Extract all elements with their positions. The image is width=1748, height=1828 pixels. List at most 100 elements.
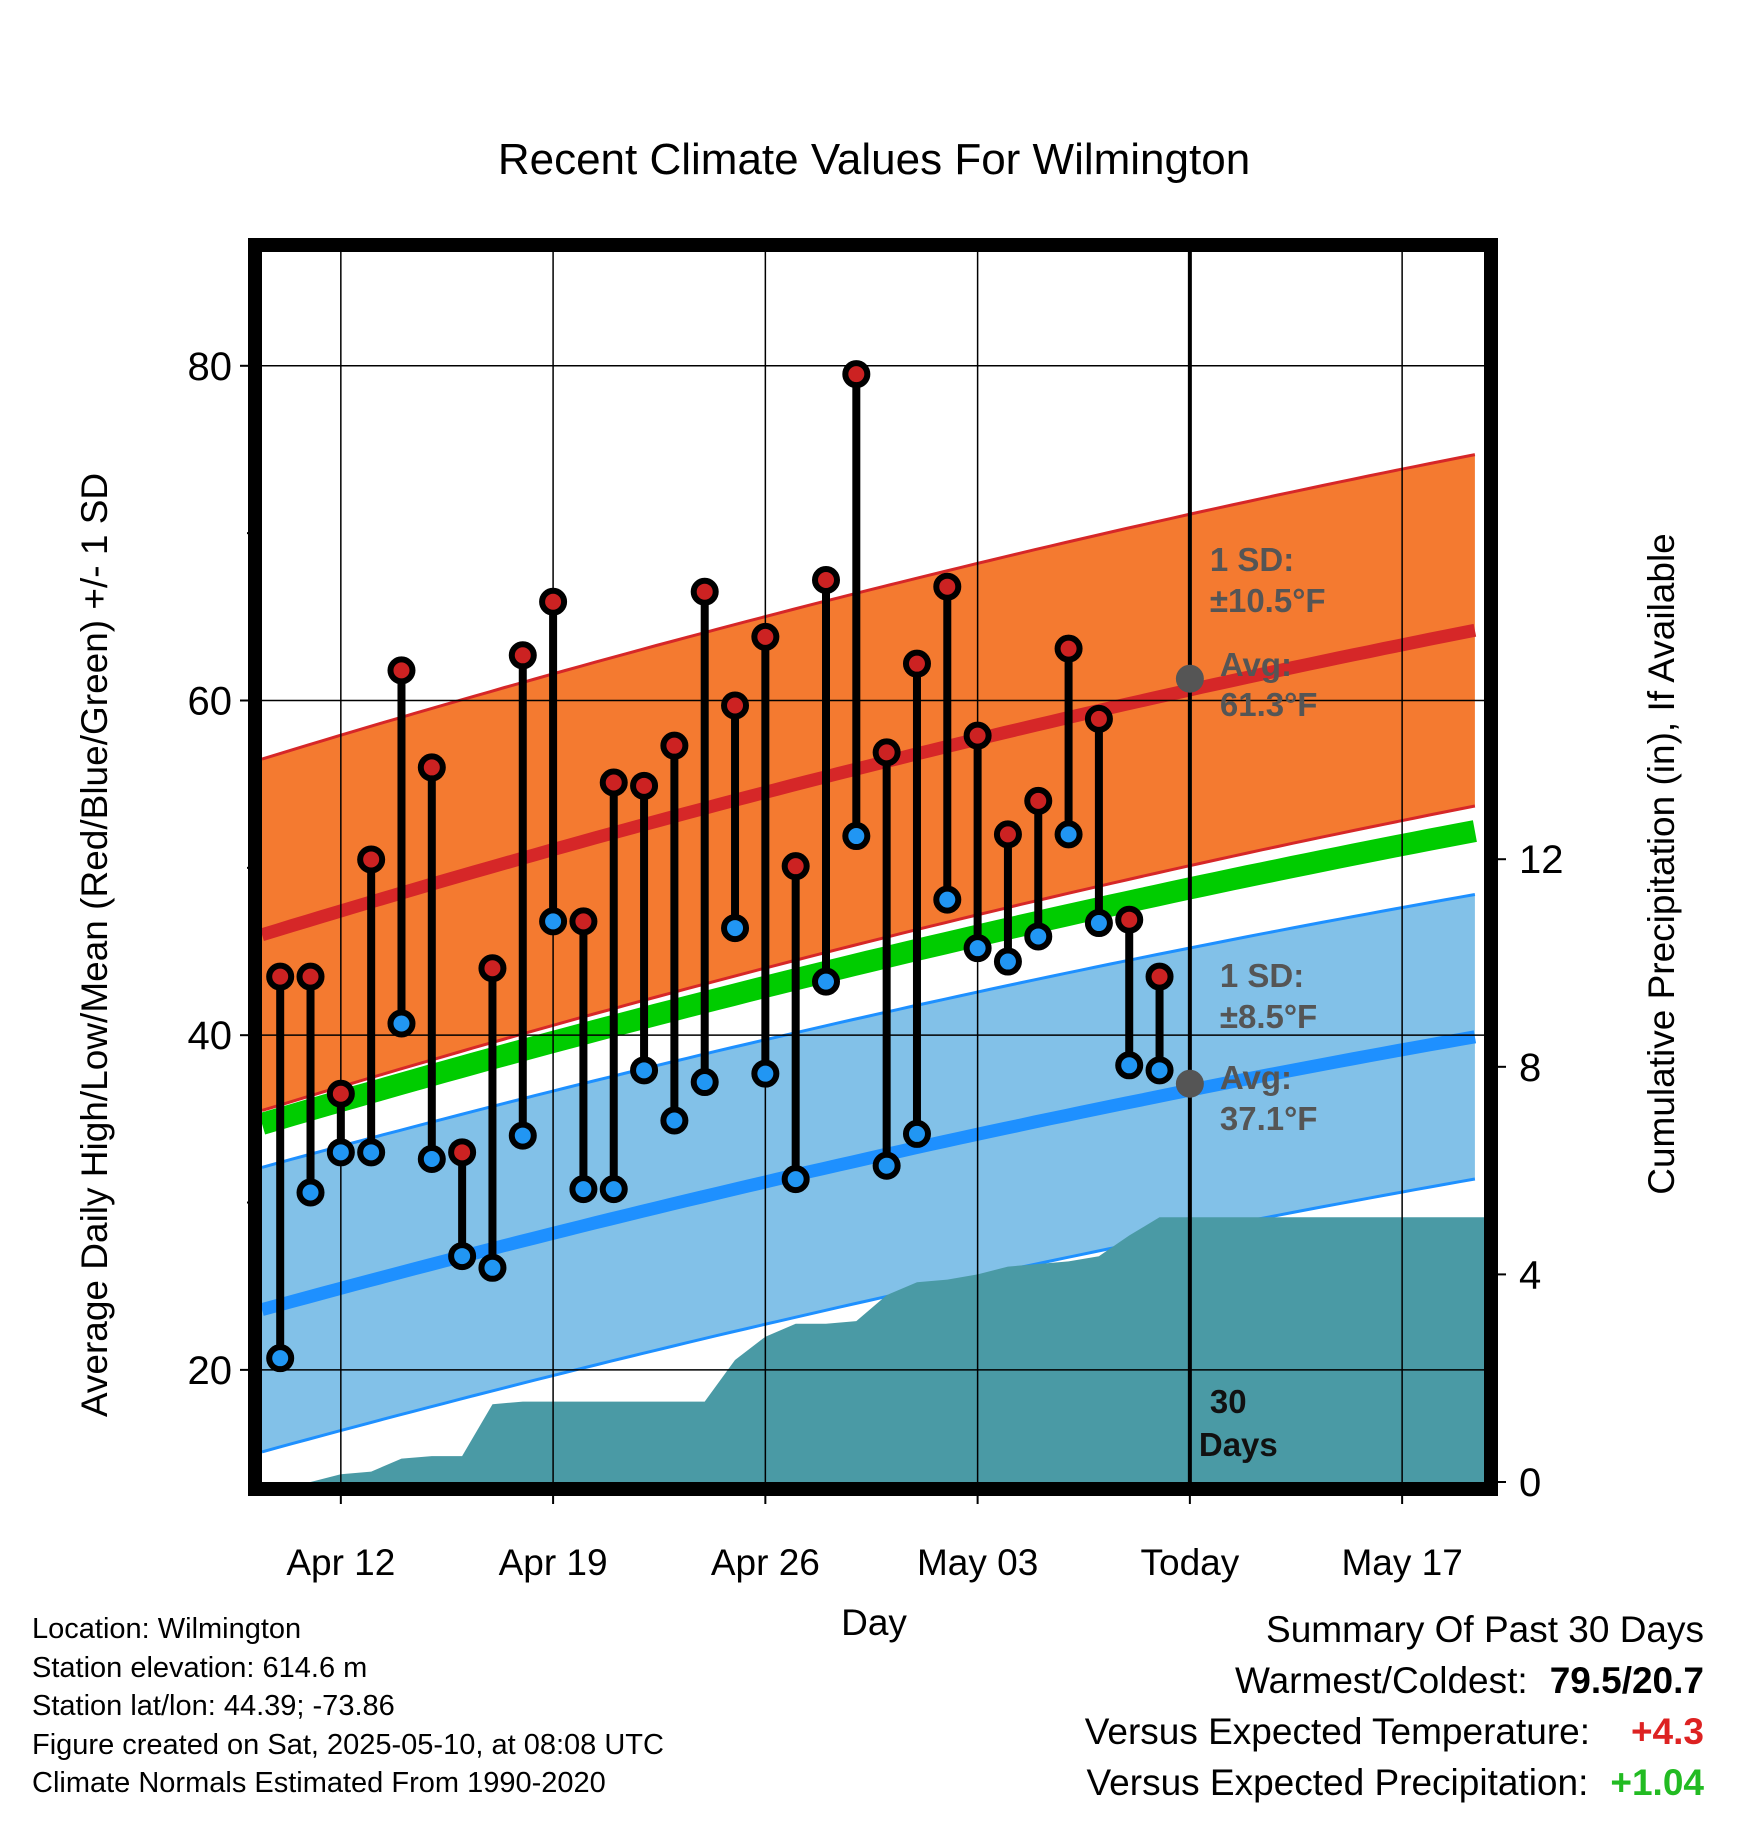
daily-low-marker — [902, 1119, 931, 1148]
y-axis-label-right: Cumulative Precipitation (in), If Availa… — [1641, 533, 1682, 1195]
daily-high-marker — [751, 622, 780, 651]
temp-anomaly-value: +4.3 — [1630, 1711, 1704, 1752]
daily-low-marker — [963, 934, 992, 963]
daily-low-marker — [539, 907, 568, 936]
daily-low-marker — [326, 1138, 355, 1167]
daily-high-marker — [933, 572, 962, 601]
daily-high-marker — [448, 1138, 477, 1167]
daily-low-marker — [508, 1121, 537, 1150]
precip-anomaly-value: +1.04 — [1610, 1762, 1704, 1803]
y-tick-label-left: 60 — [188, 679, 233, 723]
high-avg-value: 61.3°F — [1220, 686, 1318, 723]
daily-low-marker — [1024, 922, 1053, 951]
daily-high-marker — [872, 738, 901, 767]
x-tick-label: Apr 19 — [499, 1542, 608, 1583]
mean-normal-line — [262, 820, 1477, 1135]
low-avg-value: 37.1°F — [1220, 1100, 1318, 1137]
normals-text: Climate Normals Estimated From 1990-2020 — [32, 1767, 606, 1799]
window-label-days: Days — [1199, 1426, 1278, 1463]
y-tick-label-left: 80 — [188, 345, 233, 389]
daily-low-marker — [933, 885, 962, 914]
daily-low-marker — [1115, 1051, 1144, 1080]
daily-high-marker — [963, 721, 992, 750]
daily-low-marker — [417, 1145, 446, 1174]
daily-low-marker — [448, 1242, 477, 1271]
warm-cold-value: 79.5/20.7 — [1549, 1660, 1704, 1701]
high-avg-label: Avg: — [1220, 646, 1292, 683]
high-lower-sd-line — [262, 804, 1476, 1112]
precip-anomaly-label: Versus Expected Precipitation: — [1086, 1762, 1589, 1803]
daily-low-marker — [751, 1059, 780, 1088]
x-tick-label: Apr 26 — [711, 1542, 820, 1583]
y-tick-label-left: 20 — [188, 1349, 233, 1393]
summary-panel: Summary Of Past 30 Days Warmest/Coldest:… — [1085, 1604, 1704, 1808]
x-tick-label: Apr 12 — [286, 1542, 395, 1583]
y-axis-label-left: Average Daily High/Low/Mean (Red/Blue/Gr… — [74, 473, 115, 1417]
created-text: Figure created on Sat, 2025-05-10, at 08… — [32, 1728, 664, 1761]
daily-low-marker — [1054, 820, 1083, 849]
daily-high-marker — [326, 1079, 355, 1108]
chart-title: Recent Climate Values For Wilmington — [498, 135, 1250, 184]
daily-high-marker — [296, 962, 325, 991]
x-axis-label: Day — [841, 1602, 907, 1643]
summary-precip-row: Versus Expected Precipitation: +1.04 — [1085, 1757, 1704, 1808]
daily-low-marker — [1084, 909, 1113, 938]
daily-high-marker — [660, 731, 689, 760]
daily-low-marker — [660, 1106, 689, 1135]
daily-low-marker — [993, 947, 1022, 976]
today-high-avg-marker — [1175, 664, 1204, 693]
low-upper-sd-line — [262, 893, 1476, 1169]
daily-high-marker — [478, 954, 507, 983]
warm-cold-label: Warmest/Coldest: — [1235, 1660, 1528, 1701]
station-info: Location: Wilmington Station elevation: … — [32, 1610, 664, 1803]
daily-high-marker — [842, 360, 871, 389]
low-avg-label: Avg: — [1220, 1059, 1292, 1096]
daily-high-marker — [417, 753, 446, 782]
daily-low-marker — [812, 967, 840, 996]
daily-low-marker — [296, 1178, 325, 1207]
today-low-avg-marker — [1175, 1069, 1204, 1098]
high-normal-line — [262, 623, 1477, 942]
daily-high-marker — [781, 852, 810, 881]
daily-high-marker — [721, 691, 750, 720]
daily-high-marker — [1054, 634, 1083, 663]
daily-low-marker — [842, 822, 871, 851]
daily-low-marker — [387, 1009, 416, 1038]
daily-high-marker — [599, 768, 628, 797]
daily-low-marker — [569, 1175, 598, 1204]
daily-high-marker — [993, 820, 1022, 849]
y-tick-label-right: 0 — [1519, 1461, 1541, 1505]
daily-low-marker — [599, 1175, 628, 1204]
x-tick-label: May 17 — [1341, 1542, 1462, 1583]
y-tick-label-right: 8 — [1519, 1046, 1541, 1090]
daily-low-marker — [1145, 1056, 1174, 1085]
x-tick-label: Today — [1141, 1542, 1240, 1583]
daily-high-marker — [690, 577, 719, 606]
daily-high-marker — [387, 656, 416, 685]
daily-high-marker — [569, 907, 598, 936]
daily-high-marker — [902, 649, 931, 678]
daily-high-marker — [1084, 704, 1113, 733]
daily-low-marker — [721, 914, 750, 943]
elevation-text: Station elevation: 614.6 m — [32, 1651, 368, 1684]
y-tick-label-right: 12 — [1519, 838, 1564, 882]
y-tick-label-left: 40 — [188, 1014, 233, 1058]
daily-high-marker — [1115, 905, 1144, 934]
daily-low-marker — [781, 1165, 810, 1194]
temp-anomaly-label: Versus Expected Temperature: — [1084, 1711, 1590, 1752]
low-band — [262, 894, 1475, 1452]
summary-heading: Summary Of Past 30 Days — [1266, 1609, 1704, 1650]
daily-high-marker — [508, 641, 537, 670]
high-sd-value: ±10.5°F — [1210, 582, 1326, 619]
daily-low-marker — [872, 1151, 901, 1180]
high-sd-label: 1 SD: — [1210, 541, 1294, 578]
daily-high-marker — [1145, 962, 1174, 991]
daily-high-marker — [630, 771, 659, 800]
daily-low-marker — [357, 1138, 386, 1167]
low-lower-sd-line — [262, 1177, 1476, 1454]
plot-content — [262, 252, 1484, 1482]
daily-high-marker — [812, 566, 840, 594]
high-band — [262, 454, 1475, 1111]
daily-low-marker — [266, 1344, 295, 1373]
